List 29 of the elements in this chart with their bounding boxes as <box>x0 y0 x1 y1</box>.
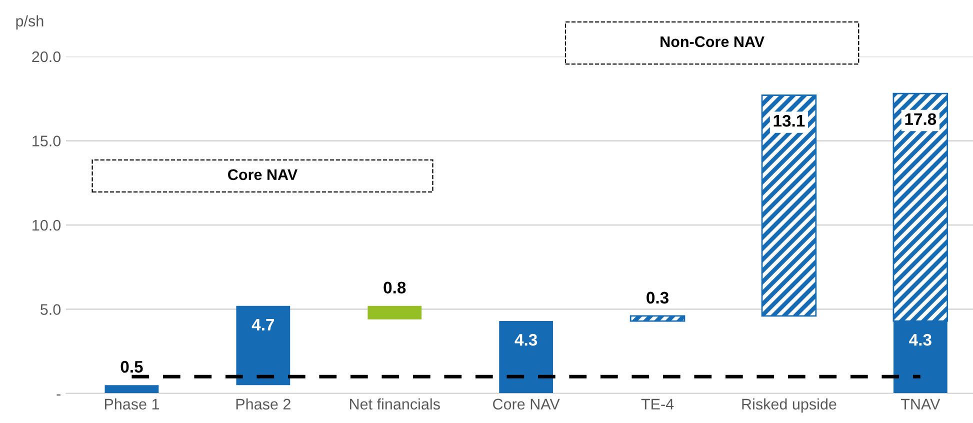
data-label: 4.7 <box>252 318 274 330</box>
data-label: 4.3 <box>514 334 538 346</box>
bar <box>104 385 159 394</box>
data-label: 0.5 <box>120 360 143 373</box>
bar <box>761 94 817 317</box>
y-axis-title: p/sh <box>16 15 44 30</box>
text: Non-Core NAV <box>660 36 764 48</box>
y-tick-label: 10.0 <box>32 220 61 231</box>
data-label: 0.3 <box>646 292 669 304</box>
x-tick-label: Phase 1 <box>104 398 160 410</box>
x-tick-label: Core NAV <box>493 398 560 410</box>
y-tick-label: 20.0 <box>32 51 61 62</box>
data-label: 0.8 <box>384 282 406 294</box>
y-tick-label: 5.0 <box>40 304 61 315</box>
y-tick-label: - <box>56 394 60 396</box>
bar <box>630 315 686 322</box>
annotation: Core NAV <box>228 169 298 180</box>
bar <box>236 306 290 386</box>
x-tick-label: Net financials <box>350 398 440 410</box>
bar <box>499 321 554 394</box>
total-label: 17.8 <box>905 113 936 126</box>
x-tick-label: Risked upside <box>742 398 836 413</box>
data-label: 13.1 <box>774 114 805 127</box>
x-tick-label: TNAV <box>900 398 940 410</box>
x-tick-label: Phase 2 <box>236 398 290 410</box>
data-label: 4.3 <box>909 334 932 346</box>
x-tick-label: TE-4 <box>641 398 674 410</box>
bar <box>368 306 422 320</box>
y-tick-label: 15.0 <box>32 136 61 146</box>
